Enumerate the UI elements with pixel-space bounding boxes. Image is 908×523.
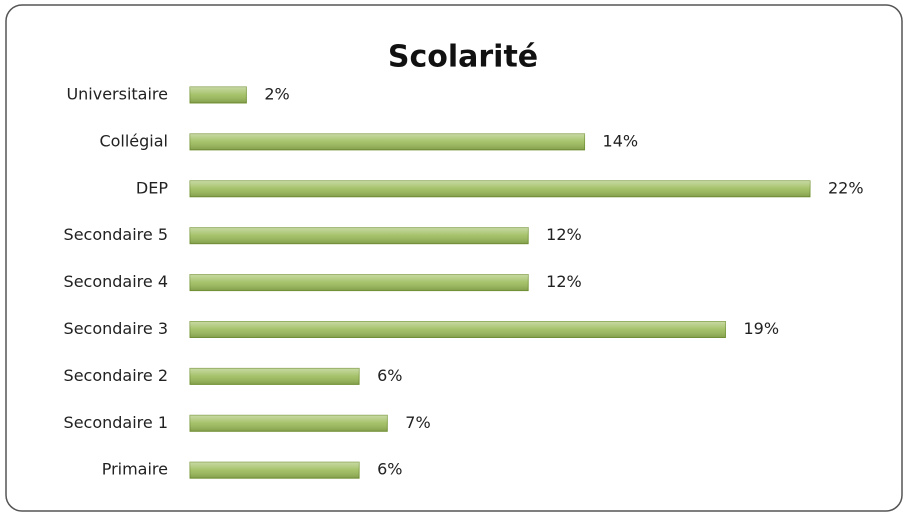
data-label: 22% [828, 178, 864, 197]
bar-shine [190, 227, 529, 244]
category-label: Secondaire 5 [64, 225, 168, 244]
category-label: Universitaire [66, 85, 168, 104]
category-label: Secondaire 3 [64, 319, 168, 338]
bar-shine [190, 133, 585, 150]
chart-title: Scolarité [388, 40, 538, 75]
bar-shine [190, 368, 360, 385]
data-label: 2% [264, 85, 289, 104]
category-label: Secondaire 1 [64, 413, 168, 432]
bar-shine [190, 415, 388, 432]
category-label: Collégial [99, 131, 168, 150]
data-label: 14% [603, 131, 639, 150]
data-label: 12% [546, 225, 582, 244]
data-label: 6% [377, 460, 402, 479]
data-label: 7% [405, 413, 430, 432]
category-label: DEP [136, 178, 168, 197]
data-label: 12% [546, 272, 582, 291]
category-label: Secondaire 4 [64, 272, 168, 291]
chart-frame [5, 4, 903, 512]
bar-shine [190, 274, 529, 291]
bar-shine [190, 180, 810, 197]
category-label: Secondaire 2 [64, 366, 168, 385]
data-label: 6% [377, 366, 402, 385]
bar-shine [190, 462, 360, 479]
bar-shine [190, 87, 247, 103]
bar-shine [190, 321, 726, 338]
data-label: 19% [743, 319, 779, 338]
category-label: Primaire [102, 460, 168, 479]
